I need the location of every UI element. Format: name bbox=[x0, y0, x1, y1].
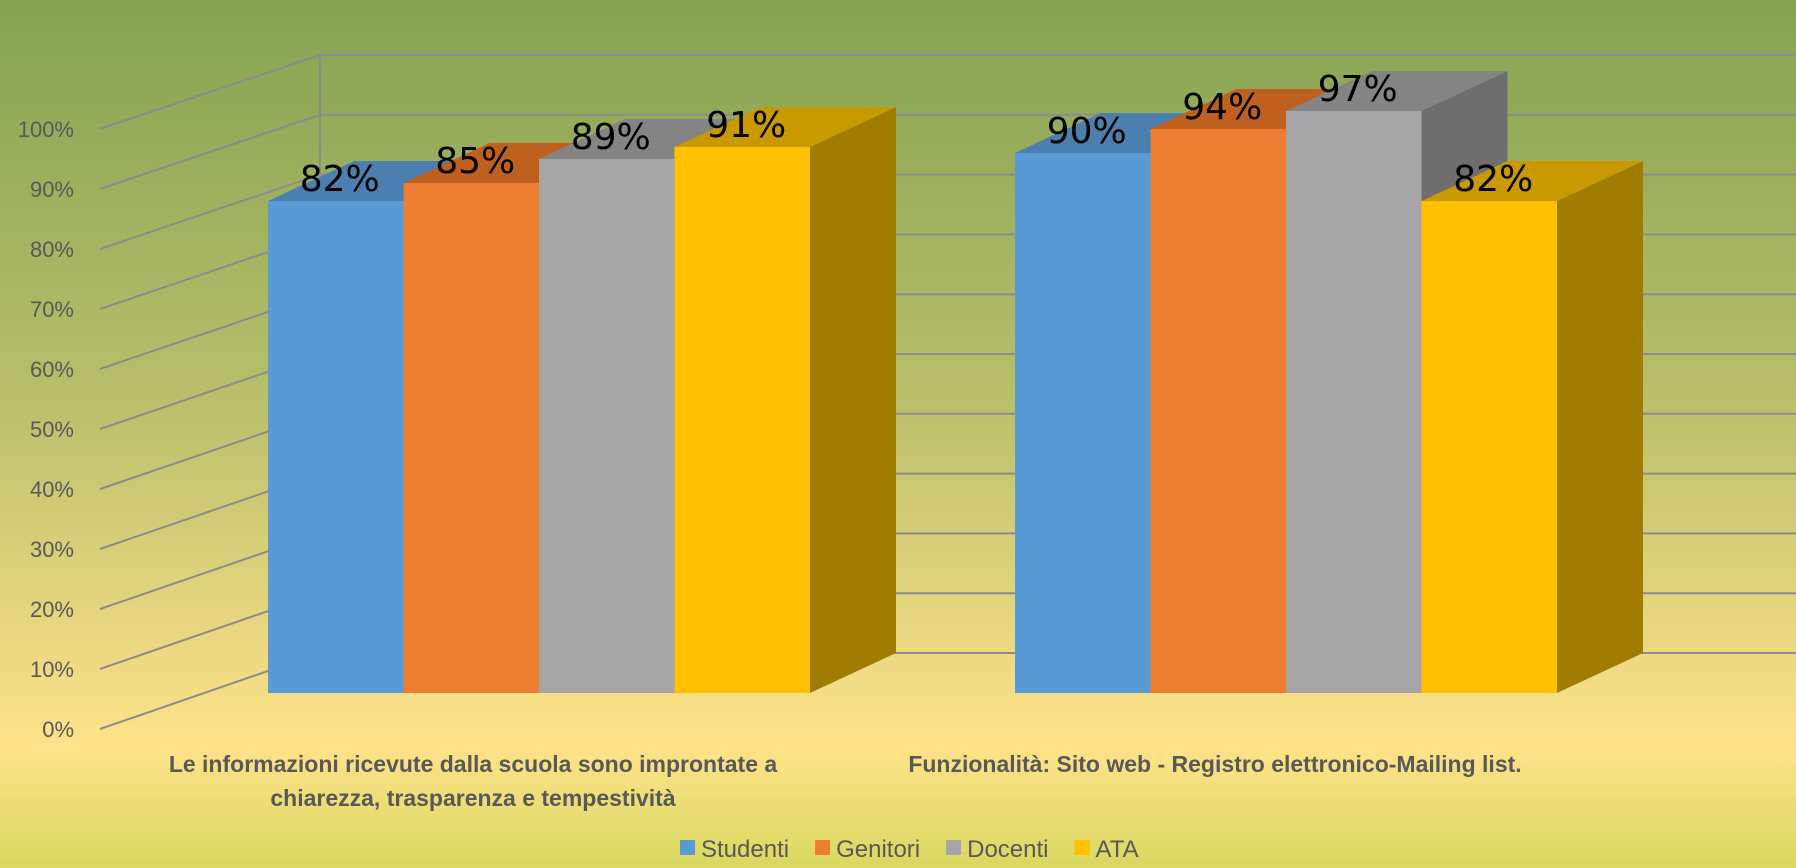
bar-side bbox=[1557, 161, 1643, 693]
bar-top bbox=[1421, 161, 1643, 201]
bar-front bbox=[674, 147, 810, 693]
y-tick-label: 60% bbox=[30, 357, 74, 382]
bar-front bbox=[1150, 129, 1286, 693]
y-tick-label: 90% bbox=[30, 177, 74, 202]
y-tick-label: 50% bbox=[30, 417, 74, 442]
y-axis-ticks: 0% 10% 20% 30% 40% 50% 60% 70% 80% 90% 100% bbox=[18, 117, 74, 742]
y-tick-label: 40% bbox=[30, 477, 74, 502]
data-label: 85% bbox=[435, 141, 515, 182]
bar-front bbox=[1015, 153, 1151, 693]
data-label: 97% bbox=[1318, 69, 1398, 110]
bar-top bbox=[674, 107, 896, 147]
bar-front bbox=[268, 201, 404, 693]
bar-top bbox=[539, 119, 761, 159]
category-label: chiarezza, trasparenza e tempestività bbox=[270, 785, 675, 811]
bar bbox=[674, 107, 896, 693]
y-tick-label: 100% bbox=[18, 117, 74, 142]
bar-front bbox=[403, 183, 539, 693]
category-labels: Le informazioni ricevute dalla scuola so… bbox=[169, 751, 1522, 811]
legend-item: Docenti bbox=[946, 836, 1049, 863]
y-tick-label: 30% bbox=[30, 537, 74, 562]
bar-front bbox=[1421, 201, 1557, 693]
data-label: 82% bbox=[1453, 159, 1533, 200]
legend: Studenti Genitori Docenti ATA bbox=[680, 836, 1139, 863]
legend-swatch bbox=[815, 840, 831, 855]
legend-swatch bbox=[1074, 840, 1090, 855]
bar-top bbox=[1286, 71, 1508, 111]
legend-label: Studenti bbox=[701, 836, 789, 863]
bar-front bbox=[1286, 111, 1422, 693]
legend-label: Docenti bbox=[967, 836, 1048, 863]
bar-front bbox=[539, 159, 675, 693]
data-labels: 82% 85% 89% 91% 90% 94% 97% 82% bbox=[300, 69, 1534, 200]
legend-swatch bbox=[946, 840, 962, 855]
y-tick-label: 20% bbox=[30, 597, 74, 622]
legend-item: Studenti bbox=[680, 836, 789, 863]
category-label: Funzionalità: Sito web - Registro elettr… bbox=[908, 751, 1521, 777]
bar-side bbox=[810, 107, 896, 693]
y-tick-label: 80% bbox=[30, 237, 74, 262]
y-tick-label: 70% bbox=[30, 297, 74, 322]
gridline-side bbox=[99, 173, 321, 250]
legend-item: ATA bbox=[1074, 836, 1139, 863]
legend-label: Genitori bbox=[836, 836, 920, 863]
legend-item: Genitori bbox=[815, 836, 920, 863]
y-tick-label: 0% bbox=[42, 717, 74, 742]
y-tick-label: 10% bbox=[30, 657, 74, 682]
category-label: Le informazioni ricevute dalla scuola so… bbox=[169, 751, 778, 777]
legend-label: ATA bbox=[1096, 836, 1139, 863]
data-label: 90% bbox=[1047, 111, 1127, 152]
gridline-side bbox=[99, 54, 321, 130]
bar bbox=[1421, 161, 1643, 693]
data-label: 94% bbox=[1182, 87, 1262, 128]
legend-swatch bbox=[680, 840, 695, 855]
bars bbox=[268, 71, 1643, 693]
data-label: 82% bbox=[300, 159, 380, 200]
gridline-side bbox=[99, 113, 321, 190]
data-label: 91% bbox=[706, 105, 786, 146]
data-label: 89% bbox=[571, 117, 651, 158]
